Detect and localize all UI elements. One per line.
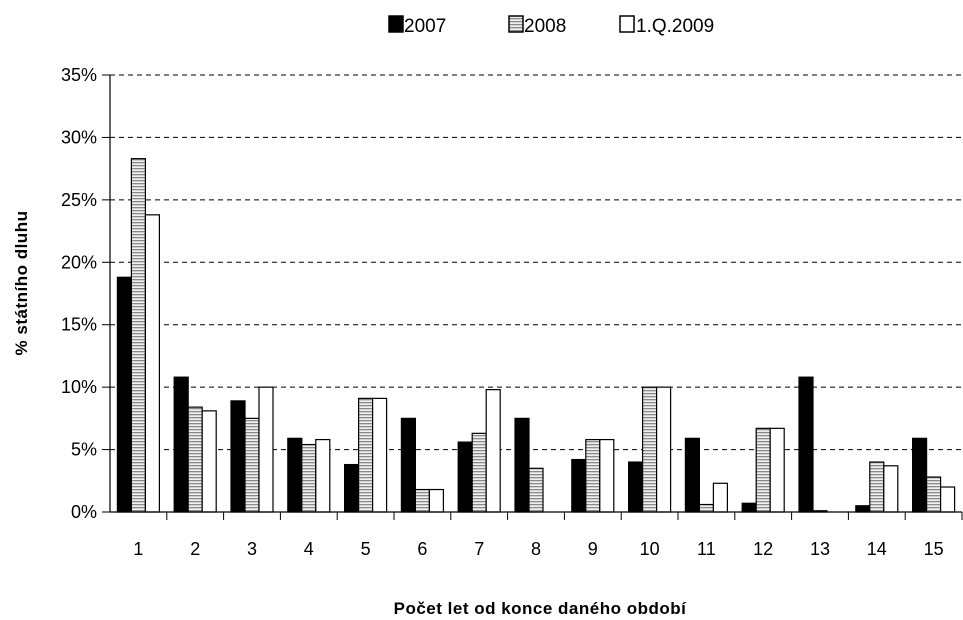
- gridlines: [102, 74, 963, 520]
- x-tick-label: 4: [304, 539, 314, 559]
- bar-2007-3: [230, 400, 246, 513]
- legend-label-2008: 2008: [524, 16, 566, 37]
- bar-1.Q.2009-4: [315, 438, 331, 513]
- legend-swatch-2008: [508, 15, 524, 33]
- bar-1.Q.2009-9: [599, 438, 615, 513]
- legend-item-2008: 2008: [508, 15, 566, 37]
- bar-2008-1: [130, 158, 146, 513]
- x-tick-label: 14: [867, 539, 887, 559]
- bar-1.Q.2009-1: [144, 214, 160, 513]
- bar-2008-6: [414, 488, 430, 513]
- bars: [116, 158, 956, 513]
- legend-swatch-1q2009: [619, 15, 635, 33]
- bar-2008-10: [641, 386, 658, 513]
- bar-2007-2: [173, 376, 189, 513]
- y-tick-label: 30%: [61, 127, 97, 147]
- bar-1.Q.2009-14: [883, 465, 899, 513]
- y-tick-label: 0%: [71, 502, 97, 522]
- x-tick-label: 5: [361, 539, 371, 559]
- x-tick-label: 7: [474, 539, 484, 559]
- bar-2008-7: [471, 432, 487, 513]
- bar-2007-11: [684, 437, 701, 513]
- legend: 2007 2008 1.Q.2009: [388, 15, 714, 37]
- bar-1.Q.2009-7: [485, 389, 501, 513]
- y-tick-labels: 0% 5% 10% 15% 20% 25% 30% 35%: [61, 65, 97, 522]
- legend-label-2007: 2007: [404, 16, 446, 37]
- x-tick-label: 9: [588, 539, 598, 559]
- x-tick-label: 12: [753, 539, 773, 559]
- axes: [109, 75, 962, 513]
- legend-swatch-2007: [388, 15, 404, 33]
- bar-2008-5: [358, 397, 374, 513]
- bar-2007-8: [514, 417, 530, 513]
- bar-1.Q.2009-12: [769, 427, 785, 513]
- bar-2007-10: [627, 461, 644, 513]
- x-axis-title: Počet let od konce daného období: [394, 599, 688, 618]
- y-axis-title: % státního dluhu: [12, 211, 31, 356]
- bar-1.Q.2009-6: [428, 488, 444, 513]
- bar-1.Q.2009-5: [372, 397, 388, 513]
- x-tick-label: 8: [531, 539, 541, 559]
- y-tick-label: 25%: [61, 190, 97, 210]
- y-tick-label: 5%: [71, 440, 97, 460]
- bar-1.Q.2009-3: [258, 386, 274, 513]
- x-tick-label: 6: [417, 539, 427, 559]
- x-tick-label: 1: [133, 539, 143, 559]
- bar-2008-2: [187, 406, 203, 513]
- bar-2007-4: [287, 437, 303, 513]
- legend-item-1q2009: 1.Q.2009: [619, 15, 714, 37]
- x-tick-label: 10: [640, 539, 660, 559]
- bar-1.Q.2009-10: [655, 386, 672, 513]
- bar-1.Q.2009-2: [201, 410, 217, 513]
- legend-item-2007: 2007: [388, 15, 446, 37]
- bar-1.Q.2009-11: [712, 482, 729, 513]
- bar-2007-7: [457, 441, 473, 513]
- bar-2008-11: [698, 503, 715, 513]
- bar-2008-9: [585, 438, 601, 513]
- bar-2007-13: [798, 376, 814, 513]
- bar-2008-8: [528, 467, 544, 513]
- bar-2007-5: [344, 463, 360, 513]
- bar-2007-12: [741, 502, 757, 513]
- x-tick-label: 11: [697, 539, 716, 559]
- bar-2007-15: [911, 437, 928, 513]
- y-tick-label: 20%: [61, 252, 97, 272]
- bar-2008-14: [869, 461, 885, 513]
- x-tick-label: 13: [810, 539, 830, 559]
- bar-2008-4: [301, 443, 317, 513]
- bar-2007-9: [571, 458, 587, 513]
- x-tick-labels: 1 2 3 4 5 6 7 8 9 10 11 12 13 14 15: [133, 539, 943, 559]
- bar-2007-6: [400, 417, 416, 513]
- x-tick-label: 15: [924, 539, 944, 559]
- y-tick-label: 35%: [61, 65, 97, 85]
- legend-label-1q2009: 1.Q.2009: [636, 16, 714, 37]
- bar-2007-14: [855, 505, 871, 513]
- x-tick-label: 2: [190, 539, 200, 559]
- bar-1.Q.2009-15: [939, 486, 956, 513]
- bar-2008-15: [925, 476, 942, 513]
- y-tick-label: 15%: [61, 315, 97, 335]
- y-tick-label: 10%: [61, 377, 97, 397]
- bar-2008-12: [755, 427, 771, 513]
- bar-2008-3: [244, 417, 260, 513]
- bar-2007-1: [116, 276, 133, 513]
- x-tick-label: 3: [247, 539, 257, 559]
